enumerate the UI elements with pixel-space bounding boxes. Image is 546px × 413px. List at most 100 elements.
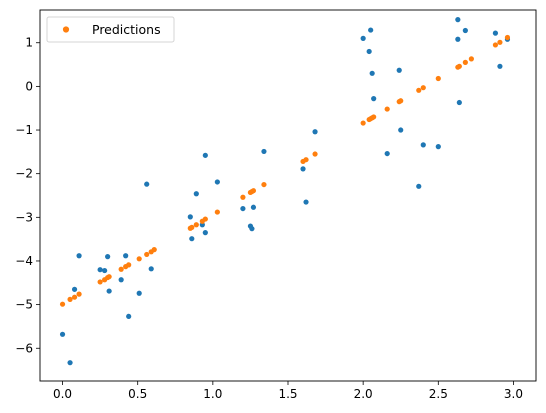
legend-box [46, 16, 175, 43]
observed-point [202, 230, 208, 236]
observed-point [462, 27, 468, 34]
observed-point [97, 267, 103, 273]
observed-point [148, 266, 154, 272]
observed-point [455, 17, 461, 23]
observed-point [76, 253, 82, 259]
prediction-point [420, 85, 426, 91]
observed-point [497, 63, 503, 69]
observed-point [193, 191, 199, 197]
observed-point [396, 67, 402, 73]
observed-point [368, 27, 374, 33]
observed-point [214, 179, 220, 185]
legend: Predictions [46, 16, 175, 43]
prediction-point [468, 56, 474, 62]
observed-point [492, 30, 499, 36]
x-tick-label: 0.5 [128, 387, 147, 401]
prediction-point [214, 209, 220, 215]
observed-point [106, 288, 112, 294]
observed-point [456, 99, 462, 106]
prediction-point [492, 42, 499, 48]
x-tick-label: 3.0 [504, 387, 523, 401]
prediction-point [106, 274, 112, 280]
observed-point [420, 142, 426, 148]
prediction-point [497, 39, 503, 45]
prediction-point [435, 75, 441, 82]
data-points [59, 17, 511, 366]
prediction-point [312, 151, 318, 157]
observed-point [303, 199, 309, 205]
prediction-point [67, 296, 73, 302]
x-tick-label: 2.0 [354, 387, 373, 401]
observed-point [261, 148, 267, 155]
observed-point [202, 152, 208, 158]
observed-point [59, 331, 66, 337]
observed-point [312, 129, 318, 135]
observed-point [250, 204, 257, 210]
x-tick-label: 1.5 [278, 387, 297, 401]
observed-point [360, 35, 366, 41]
prediction-point [136, 256, 142, 262]
prediction-point [360, 120, 366, 126]
prediction-point [126, 262, 132, 268]
prediction-point [456, 63, 462, 69]
observed-point [300, 166, 306, 172]
observed-point [187, 214, 193, 220]
prediction-point [240, 194, 246, 200]
observed-point [71, 286, 78, 292]
prediction-point [202, 216, 208, 222]
y-tick-label: −4 [15, 254, 33, 268]
prediction-point [76, 291, 82, 297]
prediction-point [371, 114, 377, 120]
prediction-point [504, 34, 511, 41]
observed-point [369, 70, 375, 76]
legend-label-predictions: Predictions [92, 22, 161, 37]
observed-point [416, 183, 422, 189]
prediction-point [303, 157, 309, 163]
prediction-point [118, 266, 124, 272]
prediction-point [462, 59, 468, 65]
observed-point [67, 360, 73, 366]
observed-point [455, 36, 461, 42]
prediction-point [151, 247, 157, 253]
prediction-point [416, 87, 422, 93]
observed-point [371, 96, 377, 102]
x-tick-label: 2.5 [429, 387, 448, 401]
observed-point [123, 253, 129, 259]
x-tick-label: 1.0 [203, 387, 222, 401]
legend-marker-predictions [62, 26, 70, 33]
y-tick-label: 1 [25, 36, 33, 50]
prediction-point [189, 224, 195, 230]
prediction-point [398, 98, 404, 104]
y-tick-label: −3 [15, 210, 33, 224]
observed-point [398, 127, 404, 133]
observed-point [435, 144, 441, 150]
y-tick-label: −2 [15, 167, 33, 181]
prediction-point [59, 301, 66, 307]
observed-point [102, 267, 108, 274]
prediction-point [71, 294, 78, 300]
x-tick-label: 0.0 [53, 387, 72, 401]
observed-point [105, 254, 111, 260]
observed-point [366, 48, 372, 55]
observed-point [144, 181, 150, 187]
observed-point [384, 150, 390, 157]
y-tick-label: −5 [15, 298, 33, 312]
axis-ticks: 0.0 0.5 1.0 1.5 2.0 2.5 3.0 −6 −5 −4 −3 −2 −1 0 1 [15, 36, 523, 401]
observed-point [240, 205, 246, 212]
prediction-point [250, 188, 257, 194]
y-tick-label: −6 [15, 341, 33, 355]
y-tick-label: −1 [15, 123, 33, 137]
prediction-point [193, 222, 199, 228]
prediction-point [97, 279, 103, 285]
observed-point [126, 313, 132, 320]
observed-point [189, 236, 195, 242]
observed-point [136, 290, 142, 296]
prediction-point [261, 181, 267, 188]
observed-point [118, 277, 124, 283]
prediction-point [384, 106, 390, 112]
prediction-point [144, 251, 150, 258]
plot-frame [39, 9, 537, 382]
observed-point [249, 226, 255, 232]
